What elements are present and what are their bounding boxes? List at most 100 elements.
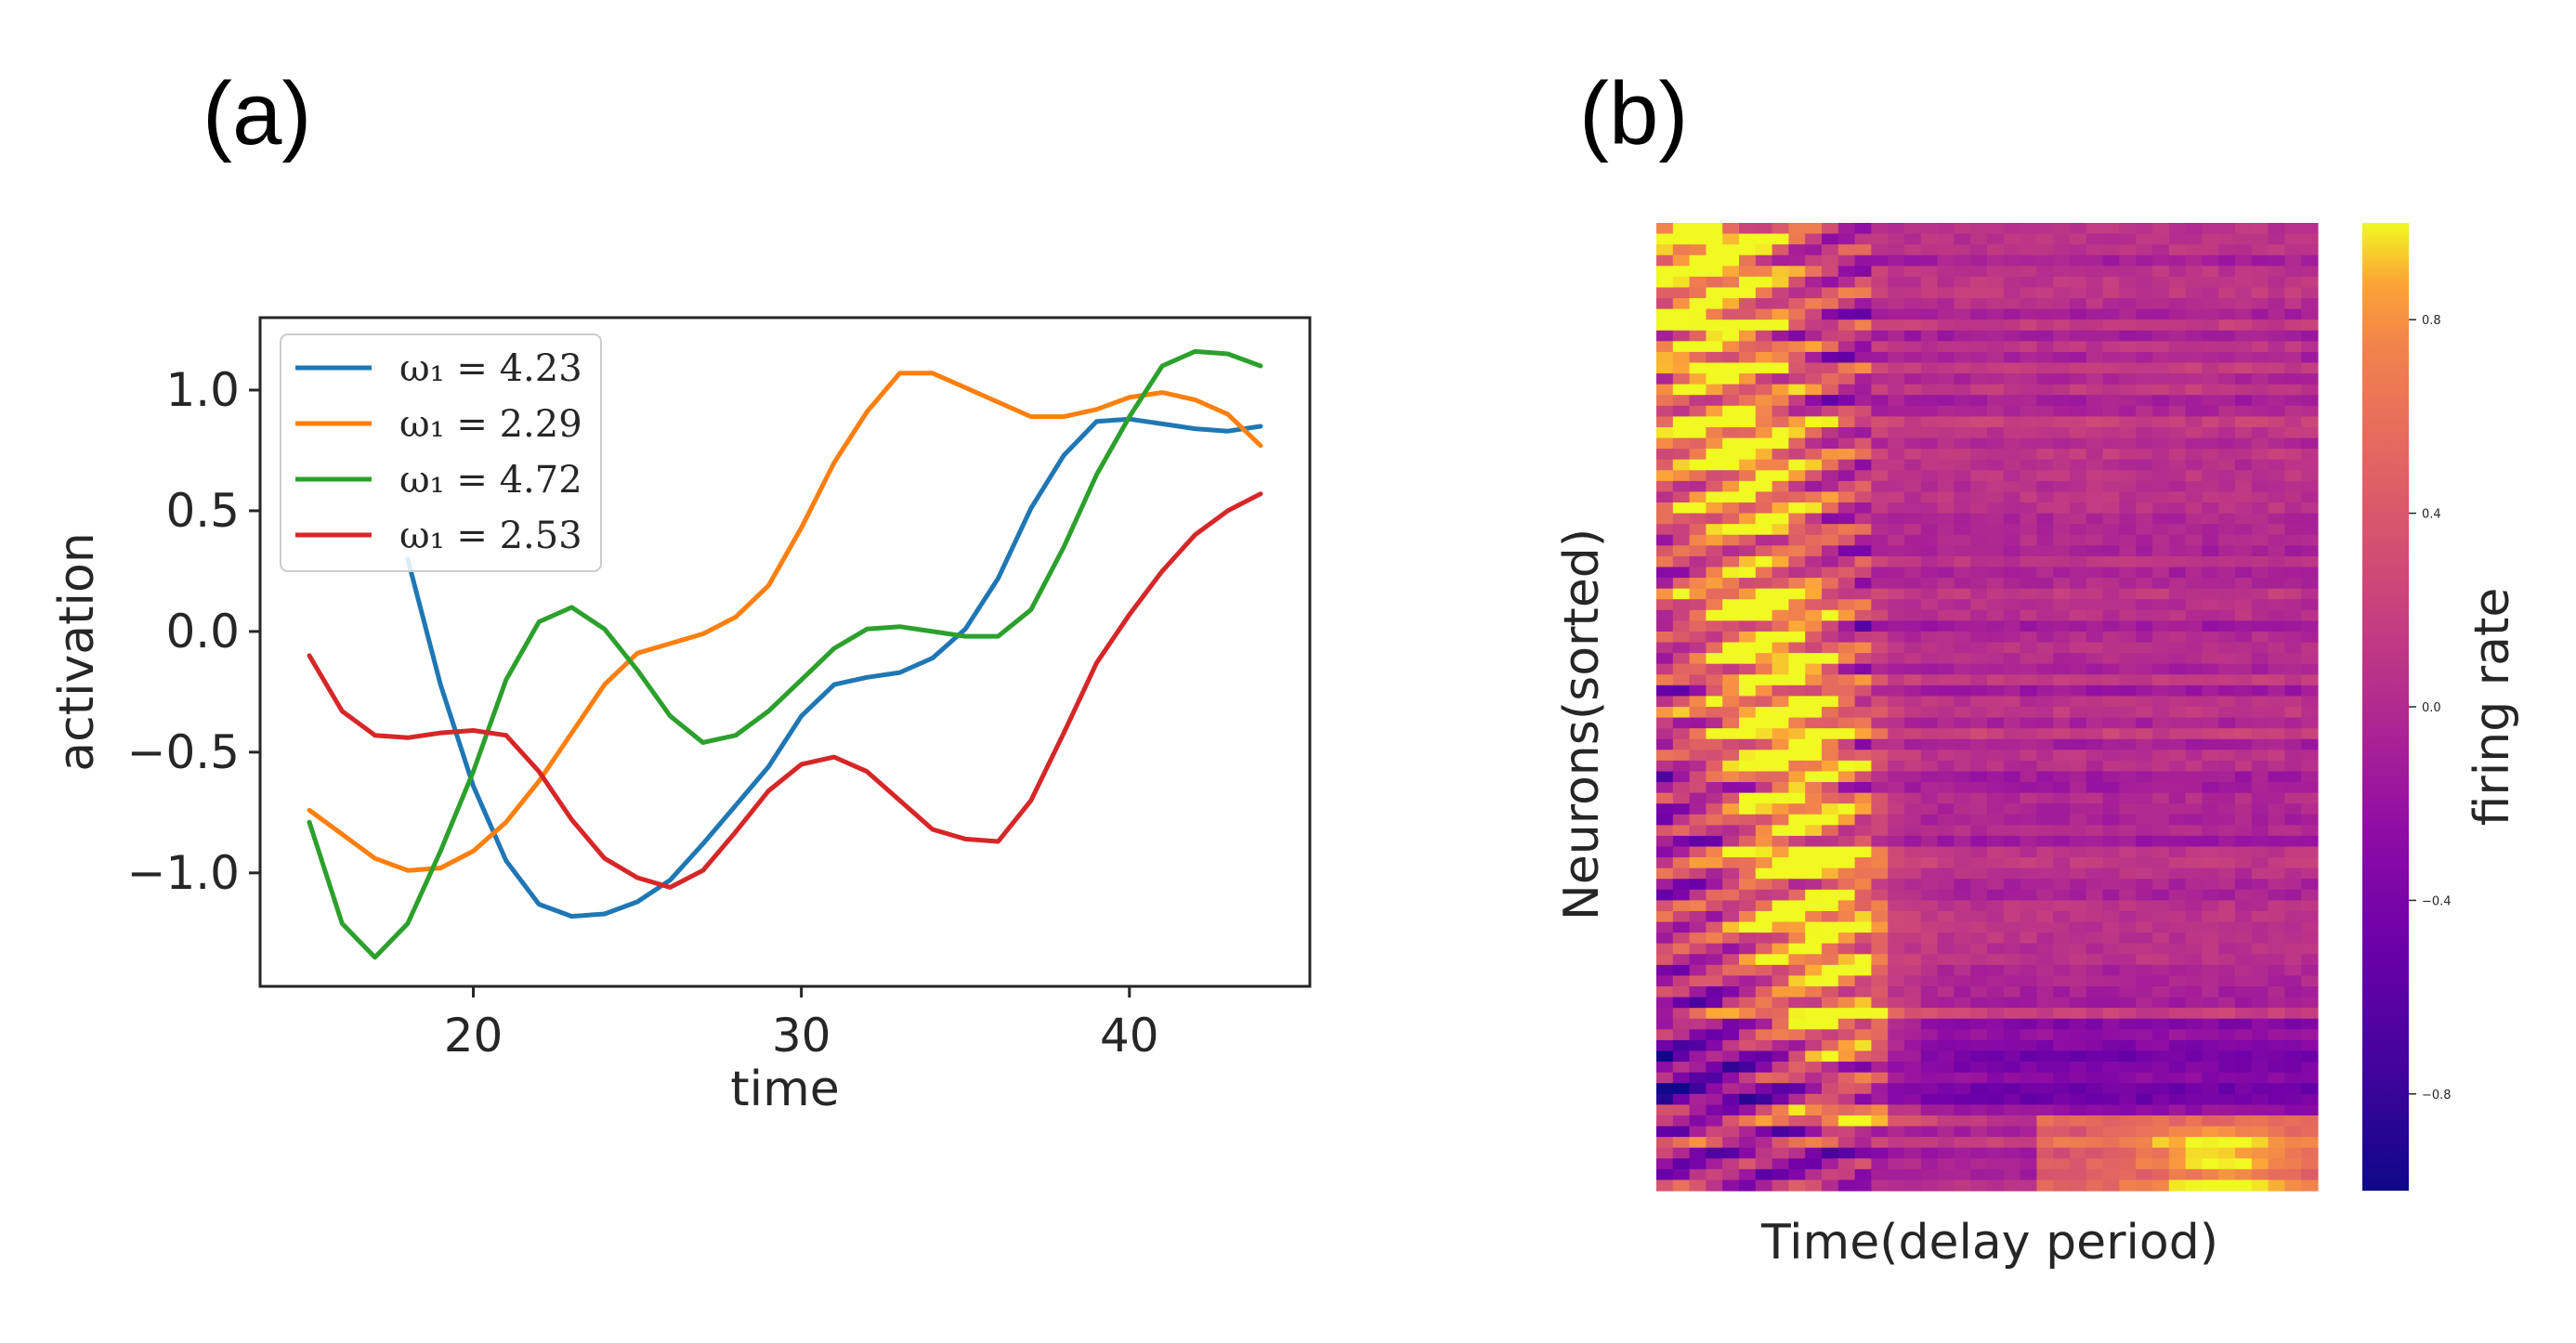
heatmap-cell xyxy=(1871,1062,1889,1074)
heatmap-cell xyxy=(2152,932,2170,945)
heatmap-cell xyxy=(2284,395,2302,407)
heatmap-cell xyxy=(1805,308,1823,320)
heatmap-cell xyxy=(2053,1104,2071,1116)
heatmap-cell xyxy=(1822,1158,1839,1170)
heatmap-cell xyxy=(1837,266,1856,278)
heatmap-cell xyxy=(2036,513,2054,525)
heatmap-cell xyxy=(2136,717,2153,729)
heatmap-cell xyxy=(1954,900,1971,912)
heatmap-cell xyxy=(2284,567,2302,579)
heatmap-cell xyxy=(1739,728,1757,740)
heatmap-cell xyxy=(1772,567,1789,579)
heatmap-cell xyxy=(1970,760,1988,773)
heatmap-cell xyxy=(1788,319,1806,332)
heatmap-cell xyxy=(1672,449,1691,461)
heatmap-cell xyxy=(2185,1008,2203,1020)
heatmap-cell xyxy=(2152,534,2170,546)
heatmap-cell xyxy=(1904,276,1922,289)
y-tick-label: 1.0 xyxy=(165,363,240,417)
heatmap-cell xyxy=(1822,426,1839,439)
heatmap-cell xyxy=(1739,524,1757,536)
heatmap-cell xyxy=(2202,1008,2219,1020)
heatmap-cell xyxy=(1837,879,1856,891)
heatmap-cell xyxy=(1904,502,1922,515)
heatmap-cell xyxy=(1871,921,1889,933)
heatmap-cell xyxy=(1822,738,1839,750)
heatmap-cell xyxy=(1672,405,1691,417)
heatmap-cell xyxy=(1888,491,1905,503)
heatmap-cell xyxy=(2070,319,2087,332)
heatmap-cell xyxy=(1689,900,1706,912)
heatmap-cell xyxy=(2235,1158,2253,1170)
heatmap-cell xyxy=(1739,857,1757,869)
heatmap-cell xyxy=(1656,889,1674,901)
heatmap-cell xyxy=(2119,609,2137,621)
heatmap-cell xyxy=(2202,567,2219,579)
heatmap-cell xyxy=(2053,1093,2071,1105)
heatmap-cell xyxy=(1920,717,1939,729)
heatmap-cell xyxy=(1689,524,1706,536)
heatmap-cell xyxy=(2301,330,2319,342)
heatmap-cell xyxy=(2136,513,2153,525)
heatmap-cell xyxy=(1888,449,1905,461)
heatmap-cell xyxy=(2235,534,2253,546)
heatmap-cell xyxy=(1871,534,1889,546)
heatmap-cell xyxy=(1904,857,1922,869)
heatmap-cell xyxy=(2136,470,2153,482)
heatmap-cell xyxy=(2053,1126,2071,1138)
heatmap-cell xyxy=(1854,426,1872,439)
heatmap-cell xyxy=(1689,534,1706,546)
heatmap-cell xyxy=(2003,910,2021,923)
heatmap-cell xyxy=(2218,405,2236,417)
heatmap-cell xyxy=(1722,1039,1740,1052)
heatmap-cell xyxy=(2136,244,2153,256)
heatmap-cell xyxy=(1987,728,2005,740)
heatmap-cell xyxy=(2218,384,2236,396)
heatmap-cell xyxy=(1772,685,1789,698)
heatmap-cell xyxy=(2070,1147,2087,1159)
heatmap-cell xyxy=(1904,1147,1922,1159)
heatmap-cell xyxy=(2202,792,2219,804)
heatmap-cell xyxy=(2053,534,2071,546)
heatmap-cell xyxy=(2053,857,2071,869)
heatmap-cell xyxy=(1722,1137,1740,1149)
heatmap-cell xyxy=(1888,771,1905,783)
heatmap-cell xyxy=(1672,1008,1691,1020)
heatmap-cell xyxy=(1987,879,2005,891)
heatmap-cell xyxy=(1822,1008,1839,1020)
heatmap-cell xyxy=(2053,1029,2071,1041)
heatmap-cell xyxy=(2136,384,2153,396)
heatmap-cell xyxy=(2102,308,2120,320)
heatmap-cell xyxy=(1904,254,1922,267)
heatmap-cell xyxy=(2218,319,2236,332)
heatmap-cell xyxy=(1772,449,1789,461)
heatmap-cell xyxy=(2003,384,2021,396)
heatmap-cell xyxy=(1788,1062,1806,1074)
heatmap-cell xyxy=(2086,997,2104,1009)
heatmap-cell xyxy=(2003,545,2021,557)
heatmap-cell xyxy=(1954,642,1971,654)
heatmap-cell xyxy=(1920,738,1939,750)
heatmap-cell xyxy=(2185,867,2203,880)
heatmap-cell xyxy=(2086,803,2104,815)
heatmap-cell xyxy=(1672,459,1691,471)
heatmap-cell xyxy=(2235,910,2253,923)
heatmap-cell xyxy=(2020,642,2037,654)
heatmap-cell xyxy=(1755,707,1773,719)
heatmap-cell xyxy=(2119,1062,2137,1074)
heatmap-cell xyxy=(1987,642,2005,654)
heatmap-cell xyxy=(1672,803,1691,815)
heatmap-cell xyxy=(1672,287,1691,299)
heatmap-cell xyxy=(1822,986,1839,998)
heatmap-cell xyxy=(1937,738,1955,750)
heatmap-cell xyxy=(1937,857,1955,869)
heatmap-cell xyxy=(1706,405,1723,417)
heatmap-cell xyxy=(1805,986,1823,998)
heatmap-cell xyxy=(2086,964,2104,977)
heatmap-cell xyxy=(1672,416,1691,428)
heatmap-cell xyxy=(1656,373,1674,385)
heatmap-cell xyxy=(1805,997,1823,1009)
heatmap-cell xyxy=(1837,1115,1856,1128)
heatmap-cell xyxy=(2284,631,2302,644)
heatmap-cell xyxy=(1987,276,2005,289)
